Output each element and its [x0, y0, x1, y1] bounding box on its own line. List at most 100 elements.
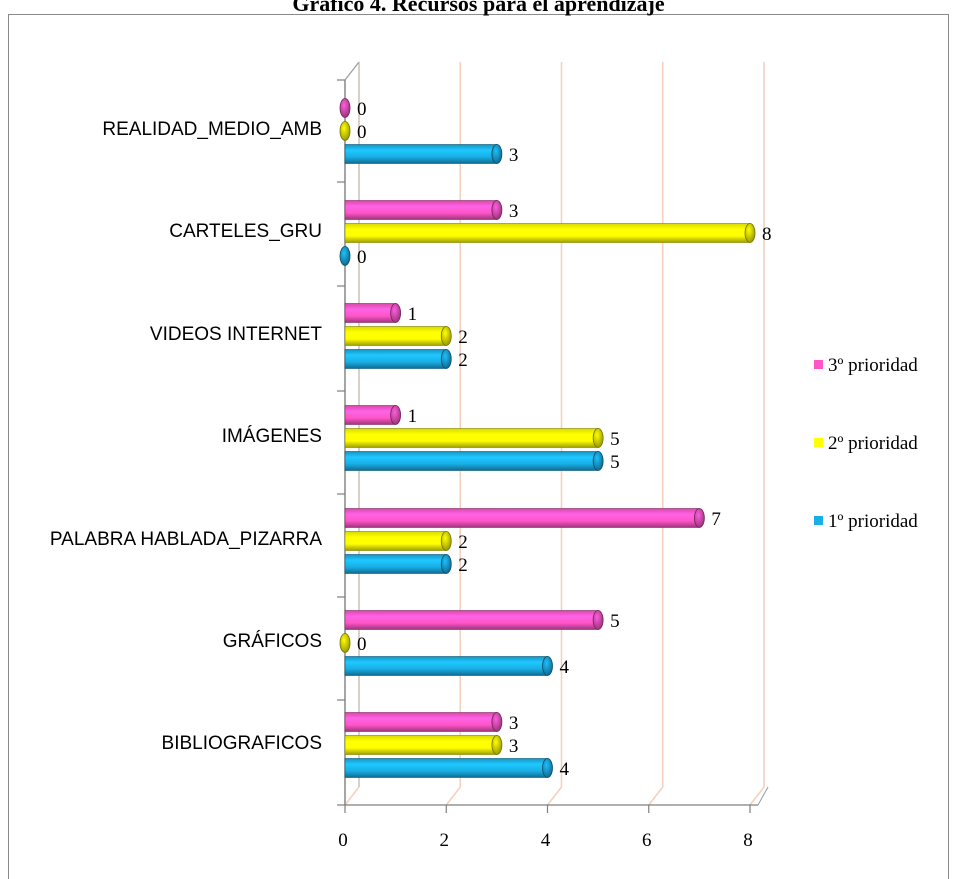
x-tick-label-2: 2 [440, 830, 450, 851]
bar-realidad-medio-amb-2-prioridad [339, 121, 351, 141]
data-label-imagenes-1-prioridad: 5 [610, 452, 620, 473]
data-label-palabra-hablada-pizarra-1-prioridad: 2 [458, 555, 468, 576]
bar-palabra-hablada-pizarra-1-prioridad [344, 554, 452, 574]
bar-body [344, 200, 498, 220]
bar-palabra-hablada-pizarra-2-prioridad [344, 531, 452, 551]
bar-cap [592, 610, 604, 630]
bar-body [344, 735, 498, 755]
category-label-graficos: GRÁFICOS [223, 631, 322, 652]
bar-cap [693, 508, 705, 528]
bar-body [344, 531, 447, 551]
bar-realidad-medio-amb-1-prioridad [344, 144, 503, 164]
bar-carteles-gru-3-prioridad [344, 200, 503, 220]
bar-videos-internet-2-prioridad [344, 326, 452, 346]
legend-label-2-prioridad: 2º prioridad [828, 433, 918, 454]
floor-gridline-6 [648, 786, 664, 806]
bar-cap [339, 98, 351, 118]
data-label-graficos-2-prioridad: 0 [357, 634, 367, 655]
bar-cap [491, 144, 503, 164]
data-label-videos-internet-1-prioridad: 2 [458, 350, 468, 371]
data-label-realidad-medio-amb-2-prioridad: 0 [357, 122, 367, 143]
bar-body [344, 223, 751, 243]
bar-imagenes-3-prioridad [344, 405, 402, 425]
data-label-palabra-hablada-pizarra-2-prioridad: 2 [458, 532, 468, 553]
bar-cap [491, 735, 503, 755]
data-label-realidad-medio-amb-1-prioridad: 3 [509, 145, 519, 166]
bar-realidad-medio-amb-3-prioridad [339, 98, 351, 118]
legend-swatch-1-prioridad [814, 516, 823, 525]
bar-graficos-2-prioridad [339, 633, 351, 653]
data-label-videos-internet-3-prioridad: 1 [408, 304, 418, 325]
bar-cap [491, 712, 503, 732]
data-label-bibliograficos-1-prioridad: 4 [560, 759, 570, 780]
bar-cap [440, 326, 452, 346]
category-label-palabra-hablada-pizarra: PALABRA HABLADA_PIZARRA [50, 529, 322, 550]
bar-cap [390, 405, 402, 425]
bar-body [344, 508, 700, 528]
bar-cap [339, 246, 351, 266]
bar-body [344, 326, 447, 346]
x-tick-label-8: 8 [743, 830, 753, 851]
bar-videos-internet-3-prioridad [344, 303, 402, 323]
legend-swatch-3-prioridad [814, 360, 823, 369]
bar-imagenes-1-prioridad [344, 451, 604, 471]
data-label-bibliograficos-2-prioridad: 3 [509, 736, 519, 757]
category-label-imagenes: IMÁGENES [222, 426, 322, 447]
data-label-graficos-1-prioridad: 4 [560, 657, 570, 678]
bar-body [344, 758, 548, 778]
legend: 3º prioridad 2º prioridad 1º prioridad [814, 355, 918, 532]
label-layer: 0 2 4 6 8 REALIDAD_MEDIO_AMB CARTELES_GRU VIDEO… [50, 99, 772, 851]
bar-body [344, 428, 599, 448]
bar-bibliograficos-2-prioridad [344, 735, 503, 755]
legend-label-3-prioridad: 3º prioridad [828, 355, 918, 376]
bar-graficos-3-prioridad [344, 610, 604, 630]
y-axis-depth-top [344, 61, 360, 81]
bar-graficos-1-prioridad [344, 656, 553, 676]
data-label-imagenes-2-prioridad: 5 [610, 429, 620, 450]
x-tick-label-6: 6 [642, 830, 652, 851]
bar-cap [542, 758, 553, 778]
data-label-carteles-gru-3-prioridad: 3 [509, 201, 519, 222]
bar-cap [440, 349, 452, 369]
bar-body [344, 144, 498, 164]
bar-body [344, 656, 548, 676]
bar-cap [491, 200, 503, 220]
bar-imagenes-2-prioridad [344, 428, 604, 448]
bar-body [344, 610, 599, 630]
bar-cap [744, 223, 756, 243]
data-label-carteles-gru-2-prioridad: 8 [762, 224, 772, 245]
chart-title: Gráfico 4. Recursos para el aprendizaje [292, 0, 665, 16]
floor-gridline-0 [344, 786, 360, 806]
bar-body [344, 554, 447, 574]
data-label-bibliograficos-3-prioridad: 3 [509, 713, 519, 734]
bar-cap [592, 428, 604, 448]
bar-carteles-gru-2-prioridad [344, 223, 756, 243]
legend-swatch-2-prioridad [814, 438, 823, 447]
bar-videos-internet-1-prioridad [344, 349, 452, 369]
bar-body [344, 712, 498, 732]
bar-cap [440, 554, 452, 574]
floor-gridline-2 [445, 786, 461, 806]
chart-frame [8, 14, 949, 879]
bar-cap [339, 121, 351, 141]
x-axis-depth-right [757, 786, 769, 806]
legend-label-1-prioridad: 1º prioridad [828, 511, 918, 532]
data-label-imagenes-3-prioridad: 1 [408, 406, 418, 427]
x-tick-label-4: 4 [541, 830, 551, 851]
category-label-realidad-medio-amb: REALIDAD_MEDIO_AMB [102, 119, 322, 140]
bar-cap [339, 633, 351, 653]
bar-body [344, 349, 447, 369]
bar-cap [390, 303, 402, 323]
bar-carteles-gru-1-prioridad [339, 246, 351, 266]
data-label-videos-internet-2-prioridad: 2 [458, 327, 468, 348]
bar-palabra-hablada-pizarra-3-prioridad [344, 508, 705, 528]
floor-gridline-4 [546, 786, 563, 806]
category-label-bibliograficos: BIBLIOGRAFICOS [162, 733, 322, 754]
category-label-videos-internet: VIDEOS INTERNET [150, 324, 322, 345]
bar-layer [339, 98, 756, 778]
bar-body [344, 405, 396, 425]
bar-body [344, 451, 599, 471]
bar-cap [440, 531, 452, 551]
category-label-carteles-gru: CARTELES_GRU [169, 221, 322, 242]
